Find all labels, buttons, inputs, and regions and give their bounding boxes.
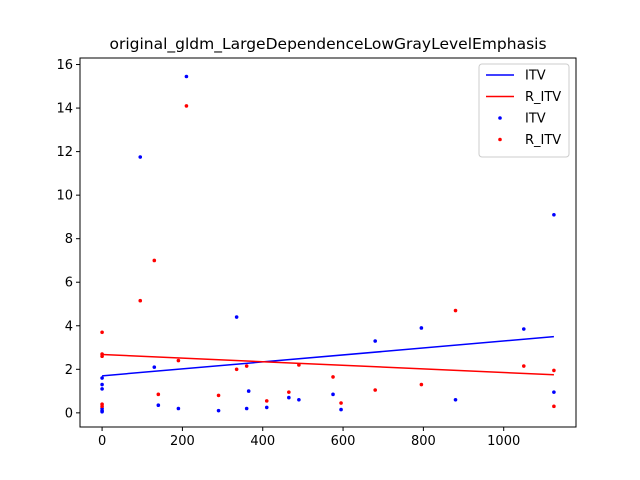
data-point-r-itv	[264, 399, 269, 403]
data-point-r-itv	[234, 367, 239, 372]
y-tick-label: 4	[65, 319, 73, 334]
legend-box	[478, 63, 570, 158]
data-point-itv	[552, 212, 556, 217]
legend-label: ITV	[525, 112, 546, 127]
x-tick-label: 600	[331, 434, 356, 449]
legend-label: R_ITV	[525, 133, 561, 148]
data-point-itv	[100, 387, 104, 391]
data-point-r-itv	[331, 375, 335, 379]
fit-line-r-itv	[102, 353, 554, 376]
data-point-r-itv	[297, 363, 301, 367]
data-point-itv	[552, 390, 556, 394]
data-point-itv	[152, 365, 157, 369]
data-point-r-itv	[152, 258, 157, 263]
data-point-itv	[244, 406, 249, 411]
x-tick-label: 200	[170, 434, 195, 449]
data-point-itv	[521, 327, 526, 331]
plot-area	[100, 74, 556, 414]
data-point-itv	[297, 397, 301, 402]
y-tick-label: 2	[65, 363, 73, 378]
data-point-r-itv	[419, 382, 424, 387]
data-point-r-itv	[100, 330, 104, 335]
data-point-itv	[216, 408, 221, 413]
data-point-r-itv	[339, 401, 343, 405]
y-tick-label: 10	[56, 189, 73, 204]
data-point-r-itv	[521, 364, 526, 368]
data-point-itv	[100, 382, 104, 387]
data-point-itv	[419, 326, 424, 330]
data-point-itv	[138, 155, 143, 159]
plot-frame	[79, 57, 577, 428]
data-point-r-itv	[287, 390, 291, 394]
data-point-r-itv	[184, 104, 189, 108]
fit-line-itv	[102, 335, 554, 377]
x-tick-label: 0	[98, 434, 106, 449]
legend: ITV R_ITV ITV R_ITV	[478, 63, 570, 158]
y-tick-label: 8	[65, 232, 73, 247]
data-point-itv	[339, 407, 343, 412]
y-tick-label: 16	[56, 58, 73, 73]
data-point-r-itv	[138, 298, 143, 303]
y-tick-label: 12	[56, 145, 73, 160]
data-point-r-itv	[244, 364, 249, 368]
x-tick-label: 1000	[487, 434, 520, 449]
chart-title: original_gldm_LargeDependenceLowGrayLeve…	[109, 35, 546, 54]
legend-marker-swatch	[498, 137, 502, 142]
axes: 0 200 400 600 800 1000 0 2 4 6 8 10 12 14 16	[56, 57, 577, 449]
data-point-r-itv	[552, 404, 556, 409]
y-tick-label: 6	[65, 276, 73, 291]
data-point-r-itv	[216, 393, 221, 398]
y-tick-label: 14	[56, 102, 73, 117]
x-tick-label: 400	[250, 434, 275, 449]
legend-label: R_ITV	[525, 90, 561, 105]
data-point-r-itv	[176, 358, 181, 363]
data-point-itv	[453, 397, 458, 402]
data-point-itv	[100, 376, 104, 380]
data-point-itv	[373, 339, 377, 343]
x-tick-label: 800	[411, 434, 436, 449]
y-tick-label: 0	[65, 406, 73, 421]
data-point-r-itv	[100, 404, 104, 409]
data-point-r-itv	[373, 388, 377, 392]
data-point-itv	[287, 395, 291, 400]
data-point-itv	[246, 389, 251, 393]
data-point-r-itv	[100, 352, 104, 356]
data-point-itv	[176, 406, 181, 411]
data-point-r-itv	[552, 368, 556, 373]
legend-label: ITV	[525, 69, 546, 84]
data-point-itv	[156, 403, 161, 408]
data-point-itv	[264, 405, 269, 410]
data-point-itv	[234, 315, 239, 319]
data-point-itv	[331, 392, 335, 397]
data-point-r-itv	[453, 308, 458, 313]
data-point-r-itv	[156, 392, 161, 397]
data-point-itv	[184, 74, 189, 79]
legend-marker-swatch	[498, 116, 502, 120]
